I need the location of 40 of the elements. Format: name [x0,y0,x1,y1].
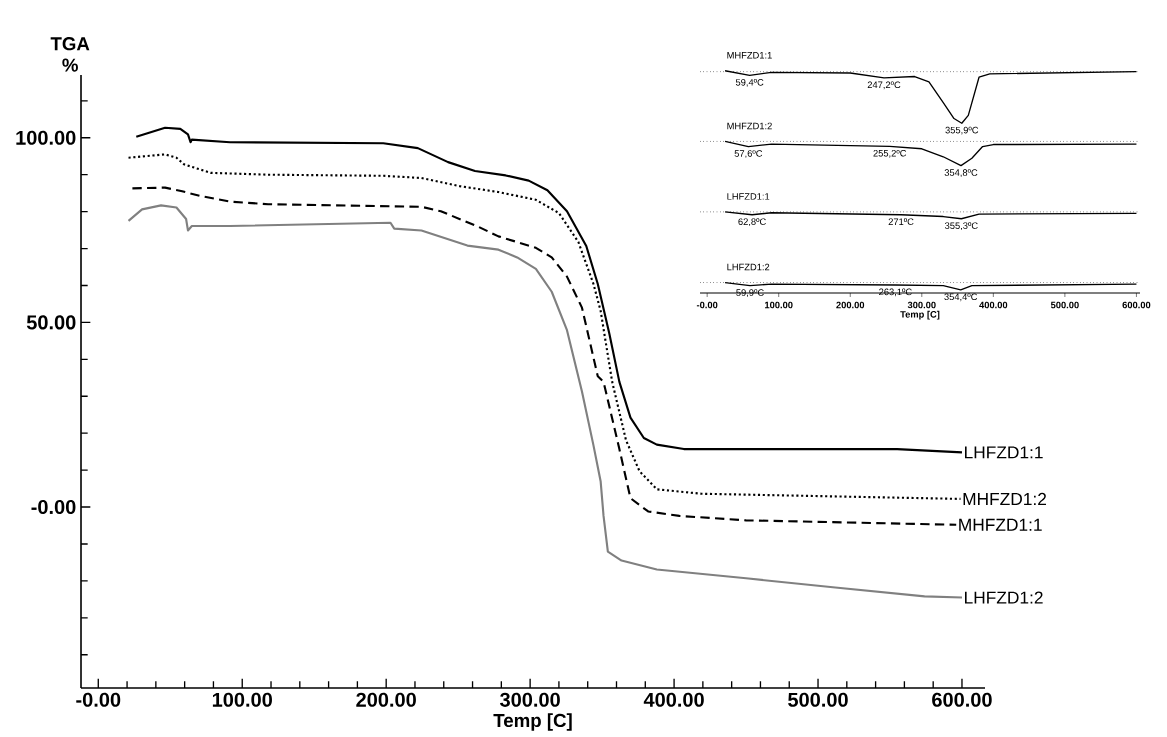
annotation: 57,6ºC [734,150,763,158]
x-axis-title: Temp [C] [493,713,572,731]
annotation: 263,1ºC [879,288,912,297]
x-tick-label: 600.00 [1122,301,1151,309]
x-tick-label: 400.00 [643,692,704,707]
x-tick-label: 600.00 [932,692,992,707]
x-tick-label: 100.00 [765,301,793,309]
annotation: 355,3ºC [944,222,978,231]
x-tick-label: 400.00 [979,301,1008,309]
series-label: MHFZD1:1 [727,52,772,59]
y-tick-label: -0.00 [31,499,76,515]
x-tick-label: 200.00 [356,692,416,707]
x-axis-title: Temp [C] [900,310,940,320]
annotation: 59,9ºC [736,289,764,297]
series-label: MHFZD1:2 [963,492,1046,505]
x-tick-label: 500.00 [1050,301,1079,309]
annotation: 247,2ºC [867,81,901,90]
series-label: LHFZD1:2 [965,591,1043,604]
x-tick-label: -0.00 [76,692,121,707]
x-tick-label: 100.00 [212,692,272,707]
annotation: 255,2ºC [873,149,907,158]
annotation: 59,4ºC [735,79,764,87]
x-tick-label: 200.00 [836,301,865,309]
series-label: MHFZD1:2 [727,122,772,130]
annotation: 271ºC [888,218,914,225]
series-label: MHFZD1:1 [959,518,1042,531]
x-tick-label: 300.00 [907,301,936,309]
series-label: LHFZD1:1 [727,193,770,200]
y-tick-label: 100.00 [16,130,76,145]
annotation: 354,4ºC [944,293,978,302]
annotation: 354,8ºC [944,169,978,177]
y-tick-label: 50.00 [26,315,76,330]
series-label: LHFZD1:2 [727,263,770,271]
x-tick-label: -0.00 [696,301,718,309]
x-tick-label: 500.00 [788,692,848,707]
annotation: 355,9ºC [945,126,979,135]
x-tick-label: 300.00 [500,692,560,707]
y-axis-title: TGA % [50,37,90,72]
series-label: LHFZD1:1 [965,446,1043,459]
annotation: 62,8ºC [738,218,766,227]
